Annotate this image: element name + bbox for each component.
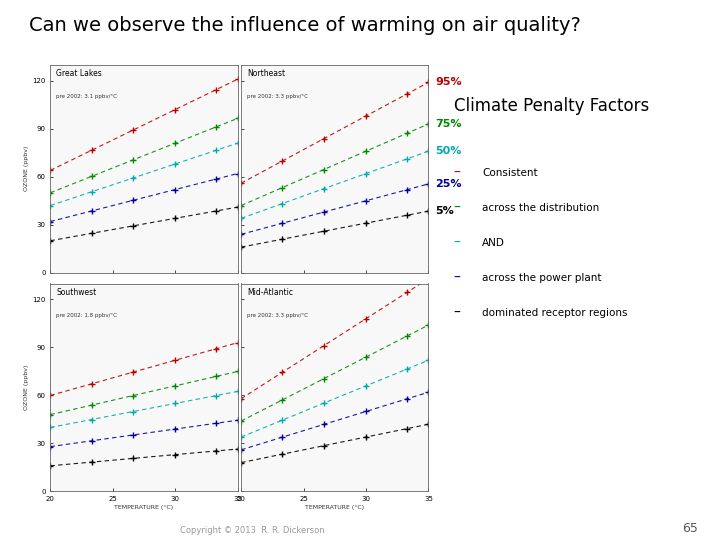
X-axis label: TEMPERATURE (°C): TEMPERATURE (°C) xyxy=(305,505,364,510)
Text: –: – xyxy=(454,236,461,250)
Text: AND: AND xyxy=(482,238,505,248)
Text: –: – xyxy=(454,166,461,180)
Text: across the distribution: across the distribution xyxy=(482,203,600,213)
Text: pre 2002: 3.3 ppbv/°C: pre 2002: 3.3 ppbv/°C xyxy=(247,94,308,99)
X-axis label: TEMPERATURE (°C): TEMPERATURE (°C) xyxy=(114,505,174,510)
Text: pre 2002: 1.8 ppbv/°C: pre 2002: 1.8 ppbv/°C xyxy=(56,313,117,318)
Text: Mid-Atlantic: Mid-Atlantic xyxy=(247,288,293,296)
Text: Can we observe the influence of warming on air quality?: Can we observe the influence of warming … xyxy=(29,16,580,35)
Text: Consistent: Consistent xyxy=(482,168,538,178)
Text: pre 2002: 3.3 ppbv/°C: pre 2002: 3.3 ppbv/°C xyxy=(247,313,308,318)
Text: pre 2002: 3.1 ppbv/°C: pre 2002: 3.1 ppbv/°C xyxy=(56,94,117,99)
Text: 25%: 25% xyxy=(436,179,462,189)
Text: 75%: 75% xyxy=(436,119,462,129)
Text: 5%: 5% xyxy=(436,206,454,216)
Text: dominated receptor regions: dominated receptor regions xyxy=(482,308,628,318)
Text: –: – xyxy=(454,271,461,285)
Text: Great Lakes: Great Lakes xyxy=(56,69,102,78)
Text: Northeast: Northeast xyxy=(247,69,285,78)
Text: Southwest: Southwest xyxy=(56,288,96,296)
Text: 65: 65 xyxy=(683,522,698,535)
Text: 50%: 50% xyxy=(436,146,462,156)
Y-axis label: OZONE (ppbv): OZONE (ppbv) xyxy=(24,146,30,192)
Text: Climate Penalty Factors: Climate Penalty Factors xyxy=(454,97,649,115)
Text: –: – xyxy=(454,201,461,215)
Y-axis label: OZONE (ppbv): OZONE (ppbv) xyxy=(24,364,30,410)
Text: –: – xyxy=(454,306,461,320)
Text: across the power plant: across the power plant xyxy=(482,273,602,283)
Text: Copyright © 2013  R. R. Dickerson: Copyright © 2013 R. R. Dickerson xyxy=(180,525,324,535)
Text: 95%: 95% xyxy=(436,77,462,87)
